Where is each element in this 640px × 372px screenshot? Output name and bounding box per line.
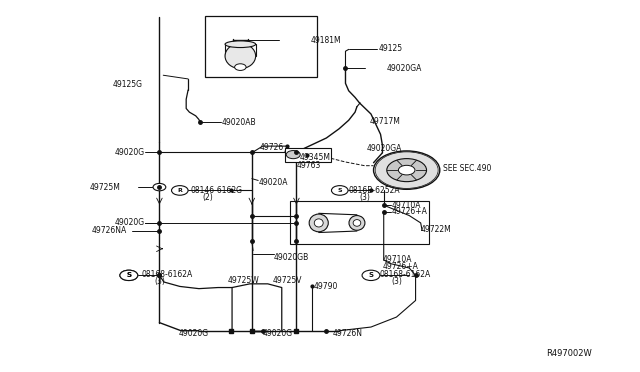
Text: S: S [369, 272, 374, 278]
Text: 49345M: 49345M [300, 153, 331, 163]
Circle shape [120, 270, 138, 280]
Text: 08146-6162G: 08146-6162G [190, 186, 242, 195]
Ellipse shape [353, 219, 361, 226]
Text: 49125G: 49125G [113, 80, 143, 89]
FancyBboxPatch shape [205, 16, 317, 77]
Circle shape [398, 165, 415, 175]
Text: (3): (3) [154, 277, 165, 286]
Text: 49020G: 49020G [262, 329, 292, 338]
Ellipse shape [349, 215, 365, 230]
Text: 49710A: 49710A [383, 255, 412, 264]
Text: 49722M: 49722M [420, 225, 451, 234]
Text: 49710A: 49710A [392, 201, 421, 210]
Text: 49726+A: 49726+A [383, 262, 419, 271]
Text: 49020GA: 49020GA [387, 64, 422, 73]
FancyBboxPatch shape [285, 148, 332, 161]
Text: 49790: 49790 [314, 282, 338, 291]
Text: 49020A: 49020A [258, 178, 288, 187]
Text: 49717M: 49717M [370, 117, 401, 126]
Circle shape [387, 158, 426, 182]
Circle shape [172, 186, 188, 195]
Circle shape [362, 270, 380, 280]
Text: S: S [126, 272, 131, 278]
Text: 49726NA: 49726NA [92, 226, 127, 235]
Text: (2): (2) [203, 193, 214, 202]
Circle shape [374, 151, 440, 189]
Text: SEE SEC.490: SEE SEC.490 [443, 164, 492, 173]
Ellipse shape [314, 219, 323, 227]
Text: S: S [337, 188, 342, 193]
Text: 0816B-6252A: 0816B-6252A [349, 186, 400, 195]
Text: 49725M: 49725M [90, 183, 120, 192]
Text: 49726+A: 49726+A [392, 207, 428, 217]
Text: R497002W: R497002W [546, 350, 592, 359]
Text: 49020GB: 49020GB [274, 253, 309, 262]
FancyBboxPatch shape [290, 201, 429, 244]
Text: 49726N: 49726N [333, 329, 363, 338]
Text: 49125: 49125 [379, 44, 403, 53]
Text: 49763: 49763 [297, 161, 321, 170]
Text: 49726: 49726 [260, 143, 284, 152]
Text: 49725V: 49725V [272, 276, 301, 285]
Circle shape [120, 270, 138, 280]
Circle shape [332, 186, 348, 195]
Ellipse shape [225, 41, 255, 48]
Text: 49020G: 49020G [179, 329, 209, 338]
Text: 49725W: 49725W [228, 276, 259, 285]
Ellipse shape [235, 64, 246, 70]
Circle shape [286, 151, 300, 159]
Circle shape [153, 183, 166, 191]
Text: 49020G: 49020G [115, 218, 145, 227]
Text: 49020G: 49020G [115, 148, 145, 157]
Text: 49181M: 49181M [310, 36, 341, 45]
Text: 08168-6162A: 08168-6162A [380, 270, 431, 279]
Text: 08168-6162A: 08168-6162A [141, 270, 193, 279]
Ellipse shape [309, 214, 328, 232]
Text: S: S [126, 272, 131, 278]
Text: 49020AB: 49020AB [221, 118, 256, 127]
Text: (3): (3) [360, 193, 371, 202]
Text: 49020GA: 49020GA [367, 144, 402, 153]
Text: (3): (3) [392, 277, 403, 286]
Text: R: R [177, 188, 182, 193]
Ellipse shape [225, 44, 255, 68]
